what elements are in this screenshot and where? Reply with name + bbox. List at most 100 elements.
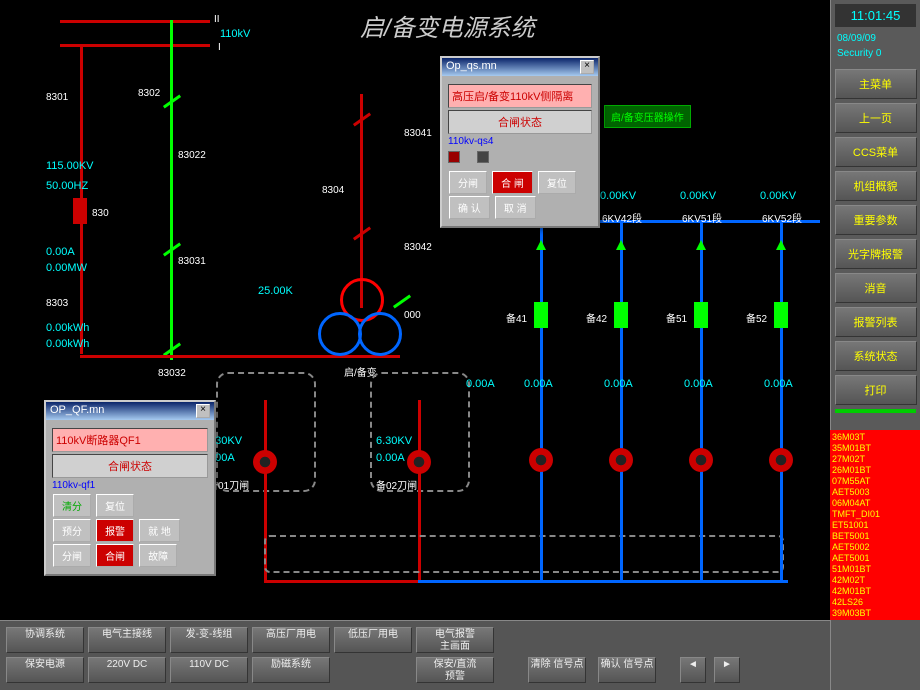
switch-000-diag[interactable] xyxy=(393,295,411,309)
bus-ii-label: II xyxy=(214,14,220,25)
sidebar-divider xyxy=(835,409,916,413)
pump-52[interactable] xyxy=(769,448,793,472)
popup-qf-btn-open[interactable]: 分闸 xyxy=(53,544,91,567)
switch-83042-label: 83042 xyxy=(404,242,432,253)
alarm-panel[interactable]: 36M03T35M01BT27M02T26M01BT07M55ATAET5003… xyxy=(830,430,920,620)
switch-8302-label: 8302 xyxy=(138,88,160,99)
popup-qf-btn-clr[interactable]: 清分 xyxy=(53,494,91,517)
bottom-icon-prev[interactable]: ◄ xyxy=(680,657,706,683)
alarm-item[interactable]: 35M01BT xyxy=(832,443,918,454)
bus-a-1: 0.00A xyxy=(524,378,553,390)
popup-qs-btn-cancel[interactable]: 取 消 xyxy=(495,196,536,219)
popup-qs-lamp-off xyxy=(477,151,489,163)
alarm-item[interactable]: ET51001 xyxy=(832,520,918,531)
alarm-item[interactable]: AET5001 xyxy=(832,553,918,564)
6kv-feed-2 xyxy=(620,220,623,580)
bottom-row1-btn-1[interactable]: 电气主接线 xyxy=(88,627,166,653)
bus-a-3: 0.00A xyxy=(684,378,713,390)
bus-i-label: I xyxy=(218,42,221,53)
sidebar-btn-0[interactable]: 主菜单 xyxy=(835,69,917,99)
popup-qf-close-icon[interactable]: × xyxy=(196,404,210,418)
bus-sec-4: 6KV52段 xyxy=(762,210,802,225)
alarm-item[interactable]: 35M04BT xyxy=(832,619,918,620)
sidebar-btn-1[interactable]: 上一页 xyxy=(835,103,917,133)
bkr-52[interactable] xyxy=(774,302,788,328)
popup-qf-titlebar[interactable]: OP_QF.mn × xyxy=(46,402,214,420)
popup-qf-btn-local[interactable]: 就 地 xyxy=(139,519,180,542)
xfmr-operate-button[interactable]: 启/备变压器操作 xyxy=(604,105,691,128)
bottom-btn-clear-signal[interactable]: 清除 信号点 xyxy=(528,657,586,683)
pump-01[interactable] xyxy=(253,450,277,474)
reading-0a-right: 0.00A xyxy=(466,378,495,390)
bottom-row2-btn-0[interactable]: 保安电源 xyxy=(6,657,84,683)
sidebar-btn-3[interactable]: 机组概貌 xyxy=(835,171,917,201)
bkr-51[interactable] xyxy=(694,302,708,328)
popup-qf-title: OP_QF.mn xyxy=(50,404,104,418)
bkr-42[interactable] xyxy=(614,302,628,328)
alarm-item[interactable]: 42M01BT xyxy=(832,586,918,597)
reading-kwh-a: 0.00kWh xyxy=(46,322,89,334)
popup-qs-titlebar[interactable]: Op_qs.mn × xyxy=(442,58,598,76)
bottom-icon-next[interactable]: ► xyxy=(714,657,740,683)
alarm-item[interactable]: BET5001 xyxy=(832,531,918,542)
popup-qf-btn-close[interactable]: 合闸 xyxy=(96,544,134,567)
bottom-row1-btn-0[interactable]: 协调系统 xyxy=(6,627,84,653)
sidebar-btn-8[interactable]: 系统状态 xyxy=(835,341,917,371)
alarm-item[interactable]: 51M01BT xyxy=(832,564,918,575)
reading-115kv: 115.00KV xyxy=(46,160,94,172)
popup-qs-status: 合闸状态 xyxy=(448,110,592,134)
bottom-row1-btn-5[interactable]: 电气报警 主画面 xyxy=(416,627,494,653)
bottom-row2-btn-3[interactable]: 励磁系统 xyxy=(252,657,330,683)
popup-qs-btn-open[interactable]: 分闸 xyxy=(449,171,487,194)
popup-qf-btn-fault[interactable]: 故障 xyxy=(139,544,177,567)
bottom-row1-btn-3[interactable]: 高压厂用电 xyxy=(252,627,330,653)
alarm-item[interactable]: 06M04AT xyxy=(832,498,918,509)
popup-qf-btn-reset[interactable]: 复位 xyxy=(96,494,134,517)
pump-51[interactable] xyxy=(689,448,713,472)
popup-qs-close-icon[interactable]: × xyxy=(580,60,594,74)
alarm-item[interactable]: TMFT_DI01 xyxy=(832,509,918,520)
popup-qs-btn-ack[interactable]: 确 认 xyxy=(449,196,490,219)
bottom-row2-btn-5[interactable]: 保安/直流 预警 xyxy=(416,657,494,683)
alarm-item[interactable]: 42M02T xyxy=(832,575,918,586)
bus-8304-h xyxy=(80,355,400,358)
switch-83041-label: 83041 xyxy=(404,128,432,139)
alarm-item[interactable]: AET5002 xyxy=(832,542,918,553)
bottom-row1-btn-2[interactable]: 发-变-线组 xyxy=(170,627,248,653)
alarm-item[interactable]: 39M03BT xyxy=(832,608,918,619)
feeder-8302 xyxy=(170,20,173,360)
alarm-item[interactable]: 36M03T xyxy=(832,432,918,443)
page-title: 启/备变电源系统 xyxy=(360,8,535,43)
alarm-item[interactable]: 27M02T xyxy=(832,454,918,465)
bottom-row2-btn-2[interactable]: 110V DC xyxy=(170,657,248,683)
sidebar-btn-6[interactable]: 消音 xyxy=(835,273,917,303)
bottom-btn-ack-signal[interactable]: 确认 信号点 xyxy=(598,657,656,683)
popup-qs-tag: 110kv-qs4 xyxy=(448,136,592,147)
popup-qf-btn-alarm[interactable]: 报警 xyxy=(96,519,134,542)
xfmr-sec-b-circle xyxy=(358,312,402,356)
bkr-41[interactable] xyxy=(534,302,548,328)
popup-qs-btn-close[interactable]: 合 闸 xyxy=(492,171,533,194)
pump-42[interactable] xyxy=(609,448,633,472)
popup-qf-btn-pre[interactable]: 预分 xyxy=(53,519,91,542)
alarm-item[interactable]: 07M55AT xyxy=(832,476,918,487)
breaker-830[interactable] xyxy=(73,198,87,224)
sidebar-btn-5[interactable]: 光字牌报警 xyxy=(835,239,917,269)
bottom-row1-btn-4[interactable]: 低压厂用电 xyxy=(334,627,412,653)
pump-02[interactable] xyxy=(407,450,431,474)
bus-a-4: 0.00A xyxy=(764,378,793,390)
bottom-row2-btn-1[interactable]: 220V DC xyxy=(88,657,166,683)
6kv-feed-1 xyxy=(540,220,543,580)
switch-000-label: 000 xyxy=(404,310,421,321)
alarm-item[interactable]: 26M01BT xyxy=(832,465,918,476)
sidebar-btn-9[interactable]: 打印 xyxy=(835,375,917,405)
sidebar-btn-4[interactable]: 重要参数 xyxy=(835,205,917,235)
popup-qs-btn-reset[interactable]: 复位 xyxy=(538,171,576,194)
pump-41[interactable] xyxy=(529,448,553,472)
sidebar-btn-2[interactable]: CCS菜单 xyxy=(835,137,917,167)
sidebar-btn-7[interactable]: 报警列表 xyxy=(835,307,917,337)
bus-kv-4: 0.00KV xyxy=(760,190,796,202)
alarm-item[interactable]: AET5003 xyxy=(832,487,918,498)
alarm-item[interactable]: 42LS26 xyxy=(832,597,918,608)
bkr-41-label: 备41 xyxy=(506,310,527,325)
